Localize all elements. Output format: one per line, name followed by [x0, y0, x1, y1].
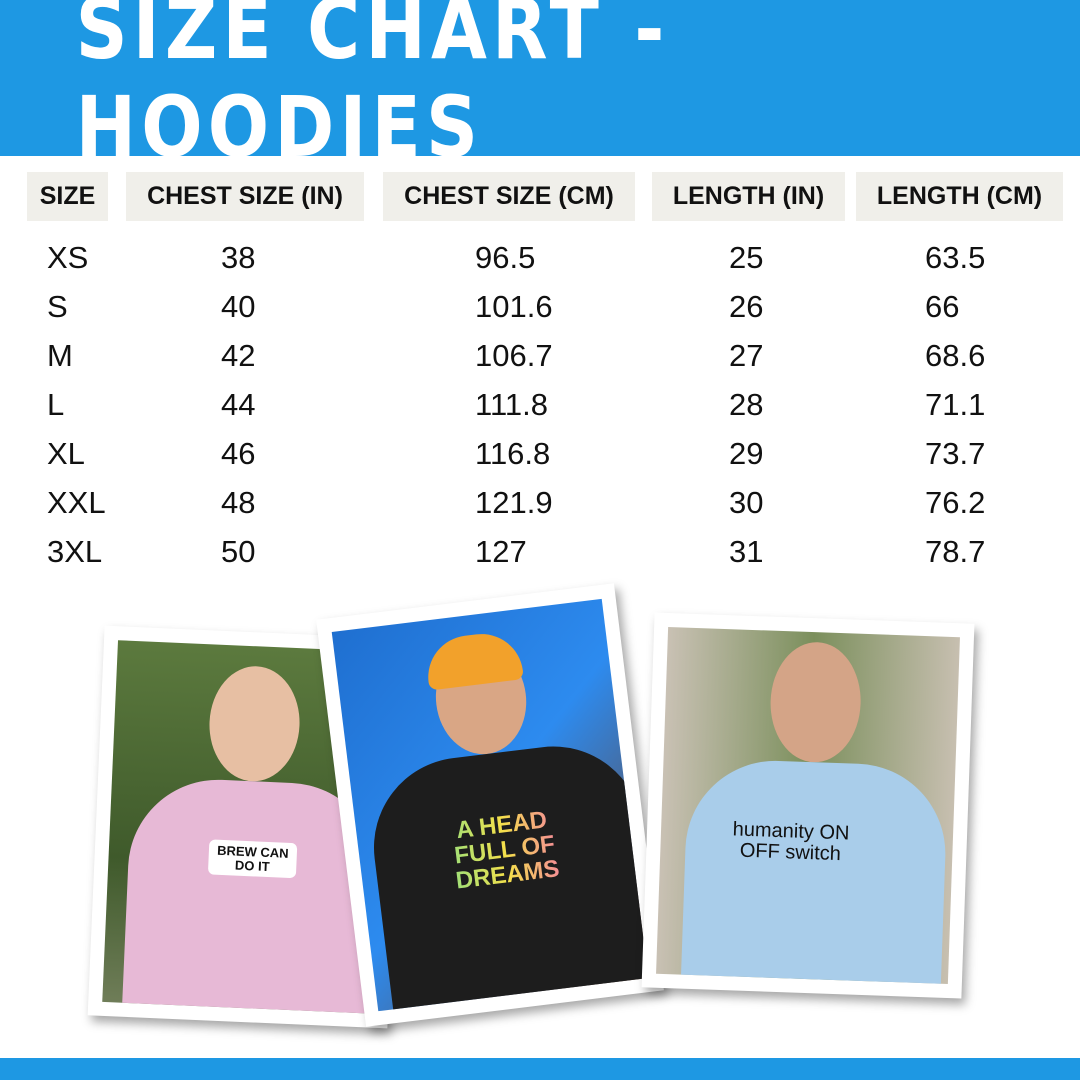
table-cell: 127	[475, 534, 527, 569]
table-cell: 26	[729, 289, 764, 324]
column-header: CHEST SIZE (CM)	[383, 172, 635, 221]
table-cell: 111.8	[475, 387, 548, 422]
photo-blue-hoodie: humanity ON OFF switch	[641, 612, 975, 999]
table-cell: 66	[925, 289, 960, 324]
photo-black-hoodie: A HEAD FULL OF DREAMS	[316, 583, 664, 1027]
table-cell: 96.5	[475, 240, 536, 275]
table-cell: S	[47, 289, 68, 324]
table-cell: 28	[729, 387, 764, 422]
table-cell: 116.8	[475, 436, 551, 471]
person-head	[768, 640, 863, 764]
table-cell: 27	[729, 338, 764, 373]
table-cell: 106.7	[475, 338, 553, 373]
person-head	[207, 664, 302, 784]
table-cell: XL	[47, 436, 85, 471]
table-cell: M	[47, 338, 73, 373]
table-cell: 68.6	[925, 338, 986, 373]
page-title: SIZE CHART - HOODIES	[75, 0, 670, 176]
column-header: SIZE	[27, 172, 108, 221]
table-cell: 73.7	[925, 436, 986, 471]
table-cell: 30	[729, 485, 764, 520]
column-header: LENGTH (CM)	[856, 172, 1063, 221]
table-cell: 71.1	[925, 387, 986, 422]
table-cell: 121.9	[475, 485, 553, 520]
column-header: CHEST SIZE (IN)	[126, 172, 364, 221]
table-cell: 38	[221, 240, 256, 275]
table-cell: 63.5	[925, 240, 986, 275]
table-cell: 3XL	[47, 534, 103, 569]
table-cell: 29	[729, 436, 764, 471]
bottom-bar	[0, 1058, 1080, 1080]
hoodie-print: humanity ON OFF switch	[732, 818, 850, 866]
table-cell: XS	[47, 240, 89, 275]
table-cell: 50	[221, 534, 256, 569]
table-cell: 101.6	[475, 289, 553, 324]
table-cell: 46	[221, 436, 256, 471]
hoodie-print: BREW CAN DO IT	[207, 839, 298, 879]
title-banner: SIZE CHART - HOODIES	[0, 0, 1080, 176]
column-header: LENGTH (IN)	[652, 172, 845, 221]
table-cell: 44	[221, 387, 256, 422]
table-cell: 78.7	[925, 534, 986, 569]
table-cell: 48	[221, 485, 256, 520]
table-cell: L	[47, 387, 65, 422]
table-cell: 40	[221, 289, 256, 324]
table-cell: 76.2	[925, 485, 986, 520]
table-cell: 42	[221, 338, 256, 373]
table-cell: XXL	[47, 485, 106, 520]
table-cell: 31	[729, 534, 764, 569]
table-cell: 25	[729, 240, 764, 275]
hoodie	[680, 757, 949, 984]
